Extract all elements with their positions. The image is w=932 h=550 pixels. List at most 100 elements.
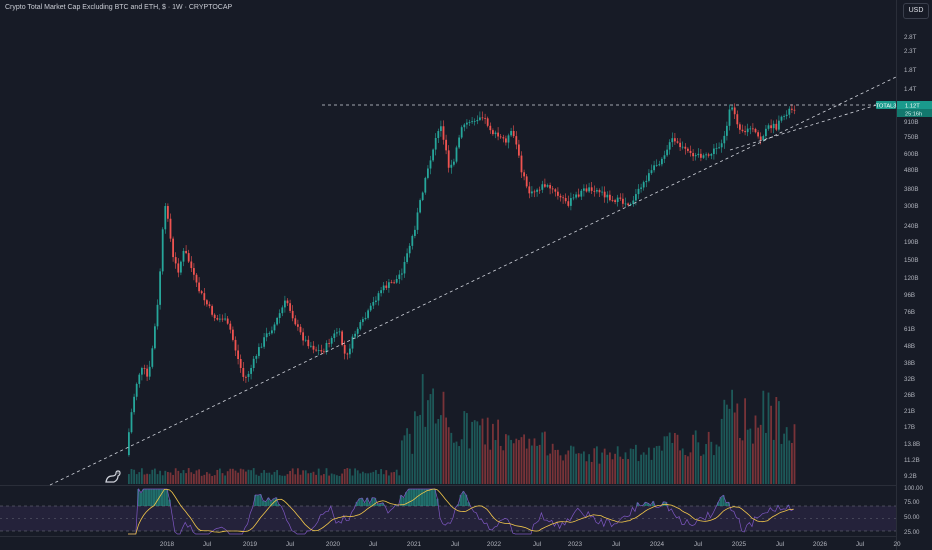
- volume-bar: [159, 470, 161, 484]
- candle-body: [167, 206, 169, 219]
- volume-bar: [375, 470, 377, 484]
- candle-body: [544, 184, 546, 187]
- price-tick: 750B: [904, 134, 918, 141]
- candle-body: [247, 373, 250, 377]
- rsi-axis: 100.00 75.00 50.00 25.00: [904, 485, 923, 536]
- volume-bar: [767, 392, 770, 484]
- candle-body: [395, 278, 398, 283]
- volume-bar: [596, 446, 598, 484]
- candle-body: [668, 142, 671, 150]
- volume-bar: [765, 432, 767, 484]
- candle-body: [666, 149, 668, 156]
- volume-bar: [551, 443, 554, 484]
- candle-body: [299, 326, 302, 333]
- support-trendline[interactable]: [49, 76, 897, 486]
- candle-body: [203, 293, 206, 301]
- candle-body: [177, 263, 180, 273]
- volume-bar: [507, 435, 510, 484]
- candle-body: [302, 332, 304, 341]
- candle-body: [632, 200, 635, 204]
- volume-bar: [564, 454, 567, 484]
- price-tick: 190B: [904, 239, 918, 246]
- volume-bar: [135, 474, 138, 484]
- candle-body: [336, 332, 338, 334]
- time-tick: 2024: [650, 541, 665, 548]
- candle-body: [128, 432, 130, 455]
- volume-bar: [583, 451, 585, 484]
- volume-bar: [718, 446, 720, 484]
- inner-trendline[interactable]: [729, 103, 881, 151]
- volume-bar: [762, 390, 765, 484]
- candle-body: [265, 333, 268, 338]
- volume-bar: [161, 475, 164, 484]
- candle-body: [479, 117, 481, 120]
- candle-body: [541, 184, 544, 190]
- candle-body: [130, 412, 133, 433]
- time-tick: 2020: [326, 541, 341, 548]
- candle-body: [780, 116, 783, 121]
- volume-bar: [466, 413, 468, 484]
- candle-body: [710, 153, 713, 156]
- volume-bar: [489, 449, 492, 484]
- candle-body: [388, 282, 390, 288]
- candle-body: [791, 108, 793, 110]
- volume-bar: [224, 475, 226, 484]
- volume-bar: [351, 475, 354, 484]
- price-tick: 76B: [904, 309, 915, 316]
- candle-body: [434, 137, 437, 150]
- candle-body: [408, 245, 411, 254]
- candle-body: [200, 291, 203, 294]
- volume-bar: [655, 446, 658, 484]
- candle-body: [216, 318, 219, 320]
- candle-body: [255, 355, 258, 359]
- candle-body: [718, 147, 720, 149]
- volume-bar: [458, 446, 460, 484]
- volume-bar: [754, 415, 757, 484]
- symbol-tag-bg: [876, 101, 896, 109]
- volume-bar: [156, 474, 159, 484]
- volume-bar: [720, 418, 723, 484]
- candle-body: [453, 161, 455, 165]
- volume-bar: [468, 448, 471, 484]
- currency-button[interactable]: USD: [903, 3, 929, 19]
- candle-body: [375, 300, 377, 302]
- volume-bar: [723, 399, 726, 484]
- volume-bar: [479, 425, 481, 484]
- volume-bar: [570, 445, 572, 484]
- candle-body: [619, 197, 622, 199]
- price-tick: 300B: [904, 203, 918, 210]
- time-tick: Jul: [286, 541, 294, 548]
- countdown-bg: [897, 109, 932, 117]
- volume-bar: [395, 469, 398, 484]
- candle-body: [364, 317, 367, 320]
- volume-bar: [151, 469, 154, 484]
- volume-bar: [434, 423, 437, 484]
- price-axis[interactable]: 2.8T 2.3T 1.8T 1.4T 910B 750B 600B 480B 380B 300B…: [904, 34, 920, 480]
- candle-body: [577, 194, 580, 197]
- volume-bar: [302, 470, 304, 484]
- volume-bar: [330, 473, 333, 484]
- volume-bar: [705, 444, 707, 484]
- volume-bar: [278, 475, 281, 484]
- candle-body: [156, 304, 159, 327]
- candle-body: [596, 190, 598, 192]
- volume-bar: [585, 461, 588, 484]
- tradingview-logo-icon[interactable]: [104, 470, 122, 484]
- volume-bar: [687, 456, 689, 484]
- candle-body: [557, 191, 559, 196]
- candle-body: [234, 339, 237, 351]
- volume-bar: [780, 443, 783, 484]
- candle-body: [161, 229, 164, 272]
- volume-bar: [325, 468, 328, 484]
- candle-body: [741, 129, 744, 132]
- time-axis[interactable]: 2018 Jul 2019 Jul 2020 Jul 2021 Jul 2022 Jul 2023 J…: [160, 541, 901, 548]
- candle-body: [260, 346, 263, 348]
- volume-bar: [268, 472, 271, 484]
- candle-body: [502, 137, 505, 139]
- candle-body: [754, 128, 757, 133]
- candle-body: [731, 107, 733, 110]
- volume-bar: [676, 434, 679, 484]
- candle-body: [419, 200, 421, 213]
- candle-body: [551, 188, 554, 190]
